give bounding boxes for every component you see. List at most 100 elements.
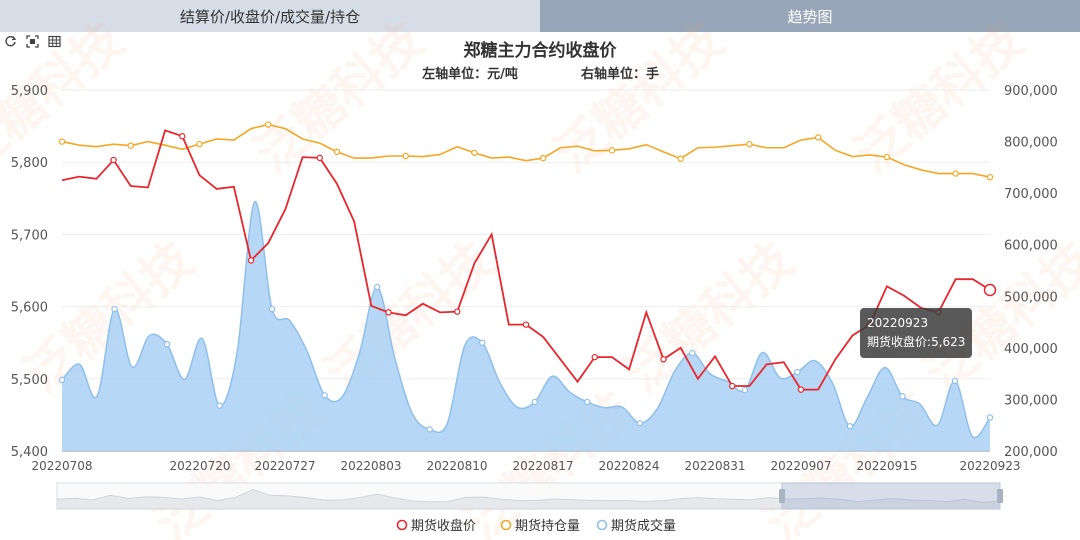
volume-point [111, 305, 118, 313]
close-price-point [454, 308, 461, 315]
x-tick-label: 20220915 [856, 459, 917, 473]
data-zoom-window [781, 482, 1001, 510]
open-interest-point [986, 173, 994, 181]
legend-label: 期货成交量 [611, 518, 676, 534]
legend-marker [396, 519, 408, 531]
close-price-point [316, 154, 323, 162]
open-interest-point [952, 170, 959, 177]
data-zoom-handle [779, 489, 785, 503]
volume-point [636, 419, 644, 427]
close-price-point [797, 386, 805, 393]
left-y-tick-label: 5,800 [11, 156, 48, 171]
close-price-point [385, 309, 392, 316]
volume-point [794, 368, 801, 376]
tooltip-value: 5,623 [931, 335, 966, 349]
chart-toolbar [3, 34, 61, 48]
x-tick-label: 20220727 [254, 459, 315, 473]
left-y-tick-label: 5,900 [11, 84, 48, 99]
volume-point [689, 349, 696, 357]
close-price-point [660, 356, 667, 363]
left-y-tick-label: 5,400 [11, 445, 48, 460]
right-axis-unit: 右轴单位：手 [580, 66, 659, 82]
open-interest-line [61, 123, 991, 178]
left-y-axis: 5,400 5,500 5,600 5,700 5,800 5,900 [11, 84, 48, 460]
open-interest-point [265, 121, 272, 128]
volume-point [741, 386, 749, 394]
legend-label: 期货收盘价 [411, 518, 476, 534]
right-y-tick-label: 500,000 [1004, 290, 1058, 305]
open-interest-point [608, 147, 616, 154]
left-y-tick-label: 5,600 [11, 301, 48, 316]
open-interest-point [677, 155, 684, 162]
close-price-highlight-point [983, 283, 997, 297]
tooltip-value-row: 期货收盘价:5,623 [867, 335, 966, 349]
tooltip-date: 20220923 [867, 316, 929, 330]
chart-title: 郑糖主力合约收盘价 [464, 40, 618, 61]
open-interest-point [333, 148, 341, 156]
tab-bar: 结算价/收盘价/成交量/持仓 趋势图 [0, 0, 1080, 32]
open-interest-point [746, 140, 753, 148]
right-y-tick-label: 400,000 [1004, 342, 1058, 357]
right-y-tick-label: 800,000 [1004, 136, 1058, 151]
data-zoom-preview [56, 488, 1001, 510]
legend: 期货收盘价 期货持仓量 期货成交量 [396, 518, 676, 534]
x-tick-label: 20220923 [959, 459, 1020, 473]
x-tick-label: 20220720 [169, 459, 230, 473]
right-y-tick-label: 900,000 [1004, 84, 1058, 99]
watermark-text: 泛糖科技 [544, 10, 734, 183]
x-tick-label: 20220810 [426, 459, 487, 473]
tab-settlement-close-volume-oi[interactable]: 结算价/收盘价/成交量/持仓 [0, 0, 540, 32]
open-interest-point [58, 138, 66, 145]
x-tick-label: 20220907 [770, 459, 831, 473]
volume-point [951, 377, 959, 385]
volume-point [584, 398, 591, 406]
zoom-select-icon[interactable] [25, 34, 39, 48]
tab-trend[interactable]: 趋势图 [540, 0, 1080, 32]
series-layer [58, 121, 997, 451]
volume-point [426, 426, 433, 433]
close-price-point [110, 156, 117, 164]
open-interest-point [539, 154, 547, 162]
right-y-tick-label: 600,000 [1004, 239, 1058, 254]
x-tick-label: 20220708 [31, 459, 92, 473]
volume-point [479, 339, 486, 346]
data-zoom-slider[interactable] [56, 482, 1003, 510]
volume-point [986, 414, 994, 421]
data-zoom-handle [997, 489, 1003, 503]
close-price-point [179, 133, 186, 140]
volume-point [373, 283, 381, 291]
open-interest-point [127, 142, 134, 149]
x-tick-label: 20220831 [684, 459, 745, 473]
open-interest-point [814, 134, 822, 141]
x-tick-label: 20220803 [340, 459, 401, 473]
open-interest-point [196, 140, 203, 148]
tooltip-series: 期货收盘价 [867, 335, 928, 349]
legend-marker [596, 519, 608, 531]
tooltip: 20220923 期货收盘价:5,623 [860, 308, 973, 358]
volume-point [846, 423, 854, 430]
refresh-icon[interactable] [3, 34, 17, 48]
volume-point [321, 392, 328, 399]
data-view-icon[interactable] [47, 34, 61, 48]
right-y-tick-label: 200,000 [1004, 445, 1058, 460]
left-axis-unit: 左轴单位：元/吨 [422, 66, 518, 82]
volume-line [61, 201, 991, 439]
volume-point [268, 305, 276, 313]
right-y-tick-label: 700,000 [1004, 187, 1058, 202]
close-price-point [522, 321, 530, 328]
right-y-axis: 200,000 300,000 400,000 500,000 600,000 700,0… [1004, 84, 1058, 460]
close-price-point [591, 353, 598, 361]
volume-point [163, 341, 171, 348]
open-interest-point [402, 152, 409, 160]
close-price-point [729, 382, 736, 390]
right-y-tick-label: 300,000 [1004, 393, 1058, 408]
volume-point [899, 393, 906, 400]
open-interest-point [471, 149, 478, 157]
volume-point [531, 398, 538, 406]
open-interest-point [883, 153, 891, 161]
legend-label: 期货持仓量 [515, 518, 580, 534]
volume-point [58, 376, 66, 384]
x-tick-label: 20220817 [512, 459, 573, 473]
x-tick-label: 20220824 [598, 459, 659, 473]
